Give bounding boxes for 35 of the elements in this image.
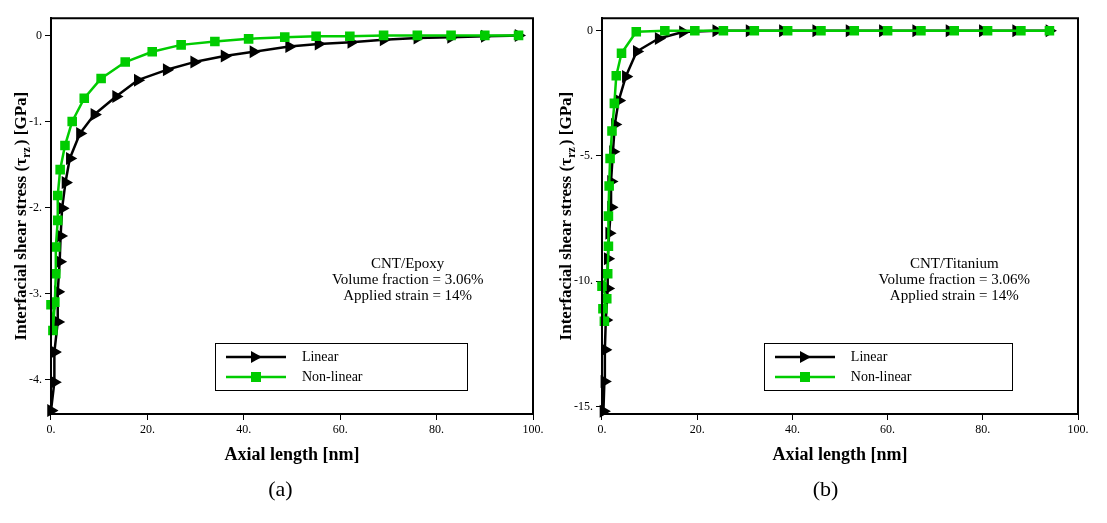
x-tick-label: 20.	[139, 422, 155, 437]
legend-label: Non-linear	[301, 368, 363, 385]
annotation: Applied strain = 14%	[343, 286, 473, 303]
y-tick-label: 0	[36, 27, 42, 42]
y-tick-label: 0	[587, 22, 593, 37]
x-tick-label: 60.	[880, 422, 896, 437]
x-axis-title: Axial length [nm]	[224, 443, 360, 464]
text: (b)	[811, 476, 840, 502]
x-tick-label: 20.	[689, 422, 705, 437]
x-axis-title: Axial length [nm]	[772, 443, 908, 464]
text: (a)	[267, 476, 294, 502]
x-tick-label: 100.	[522, 422, 544, 437]
annotation: Volume fraction = 3.06%	[878, 270, 1030, 287]
y-tick-label: -3.	[29, 285, 42, 300]
annotation: CNT/Epoxy	[371, 254, 445, 271]
annotation: Applied strain = 14%	[889, 286, 1019, 303]
y-tick-label: -2.	[29, 199, 42, 214]
x-tick-label: 60.	[332, 422, 348, 437]
legend-label: Non-linear	[850, 368, 912, 385]
y-tick-label: -10.	[574, 273, 593, 288]
y-tick-label: -4.	[29, 371, 42, 386]
x-tick-label: 80.	[429, 422, 445, 437]
x-tick-label: 40.	[236, 422, 252, 437]
x-tick-label: 40.	[784, 422, 800, 437]
legend-label: Linear	[850, 348, 888, 365]
annotation: Volume fraction = 3.06%	[331, 270, 484, 287]
x-tick-label: 0.	[597, 422, 607, 437]
x-tick-label: 100.	[1067, 422, 1089, 437]
x-tick-label: 0.	[46, 422, 56, 437]
annotation: CNT/Titanium	[909, 254, 999, 271]
y-tick-label: -1.	[29, 113, 42, 128]
y-tick-label: -15.	[574, 398, 593, 413]
y-tick-label: -5.	[580, 148, 593, 163]
x-tick-label: 80.	[975, 422, 991, 437]
legend-label: Linear	[301, 348, 339, 365]
